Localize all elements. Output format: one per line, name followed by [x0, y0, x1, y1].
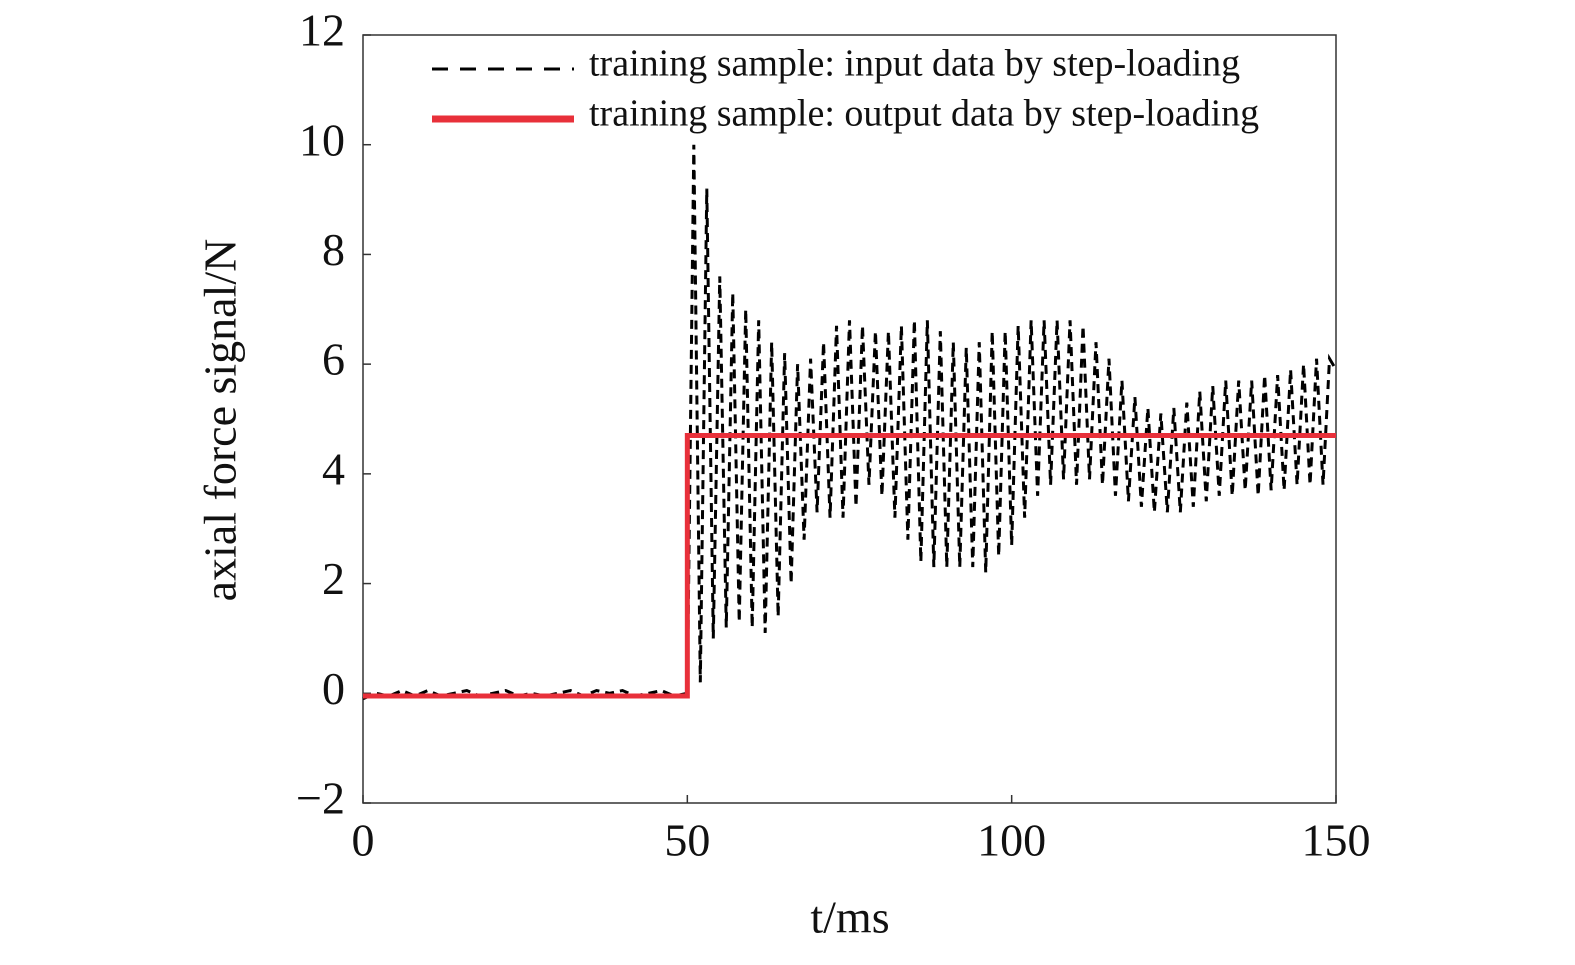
legend-label: training sample: output data by step-loa… — [589, 93, 1259, 135]
y-tick-label: −2 — [296, 773, 345, 824]
x-axis-label: t/ms — [810, 892, 889, 943]
y-axis-label: axial force signal/N — [195, 239, 246, 602]
y-tick-label: 12 — [299, 5, 345, 56]
legend-label: training sample: input data by step-load… — [589, 43, 1240, 85]
y-tick-label: 6 — [322, 334, 345, 385]
x-tick-label: 50 — [664, 815, 710, 866]
y-tick-label: 4 — [322, 443, 345, 494]
y-tick-label: 10 — [299, 114, 345, 165]
x-tick-label: 150 — [1302, 815, 1371, 866]
series-line — [363, 432, 1336, 699]
y-tick-label: 0 — [322, 663, 345, 714]
x-tick-label: 0 — [352, 815, 375, 866]
y-tick-label: 8 — [322, 224, 345, 275]
series-line — [362, 144, 1338, 701]
x-tick-label: 100 — [977, 815, 1046, 866]
y-tick-label: 2 — [322, 553, 345, 604]
plot-frame — [362, 34, 1337, 804]
